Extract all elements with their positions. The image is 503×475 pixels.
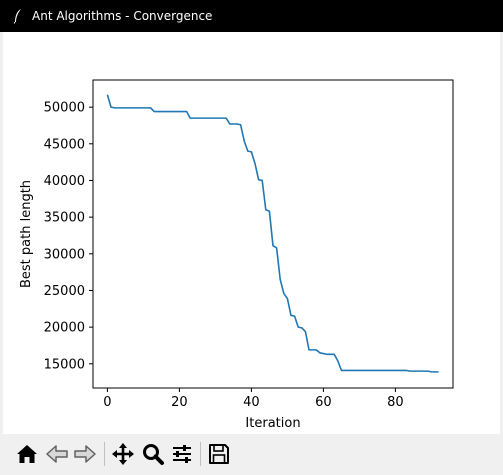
convergence-chart: 0 20 40 60 80 15000 20000 25000 30000 35000 40000… [19,79,454,431]
zoom-button[interactable] [139,440,167,468]
x-tick-label: 20 [171,395,188,410]
y-axis-label: Best path length [19,180,34,288]
x-tick-label: 40 [243,395,260,410]
sliders-icon [173,445,191,463]
x-axis-label: Iteration [245,416,300,431]
zoom-icon [143,444,164,465]
x-tick-label: 60 [315,395,332,410]
window-border-left [0,32,3,475]
x-tick-label: 0 [103,395,111,410]
x-tick-label: 80 [387,395,404,410]
home-button[interactable] [13,440,41,468]
y-tick-label: 15000 [44,357,85,372]
pan-button[interactable] [109,440,137,468]
y-tick-label: 30000 [44,247,85,262]
plot-axes-frame [92,79,454,389]
navigation-toolbar [3,434,500,475]
figure-canvas[interactable]: 0 20 40 60 80 15000 20000 25000 30000 35000 40000… [3,32,500,434]
save-button[interactable] [205,440,233,468]
move-icon [112,443,134,465]
home-icon [17,445,37,463]
forward-button[interactable] [71,440,99,468]
y-tick-label: 40000 [44,174,85,189]
floppy-disk-icon [209,444,229,464]
window-border-right [500,32,503,475]
toolbar-separator [200,442,201,466]
back-button[interactable] [43,440,71,468]
configure-subplots-button[interactable] [168,440,196,468]
y-tick-label: 45000 [44,137,85,152]
toolbar-separator [104,442,105,466]
y-tick-label: 20000 [44,321,85,336]
window-titlebar[interactable]: Ant Algorithms - Convergence [0,0,503,32]
feather-icon [13,9,21,24]
y-tick-label: 35000 [44,211,85,226]
window-title: Ant Algorithms - Convergence [32,9,213,23]
series-line [106,94,439,373]
x-axis-ticks: 0 20 40 60 80 [103,388,404,410]
arrow-right-icon [74,445,96,463]
y-axis-ticks: 15000 20000 25000 30000 35000 40000 45000 50000 [44,101,93,372]
y-tick-label: 25000 [44,284,85,299]
y-tick-label: 50000 [44,101,85,116]
arrow-left-icon [46,445,68,463]
